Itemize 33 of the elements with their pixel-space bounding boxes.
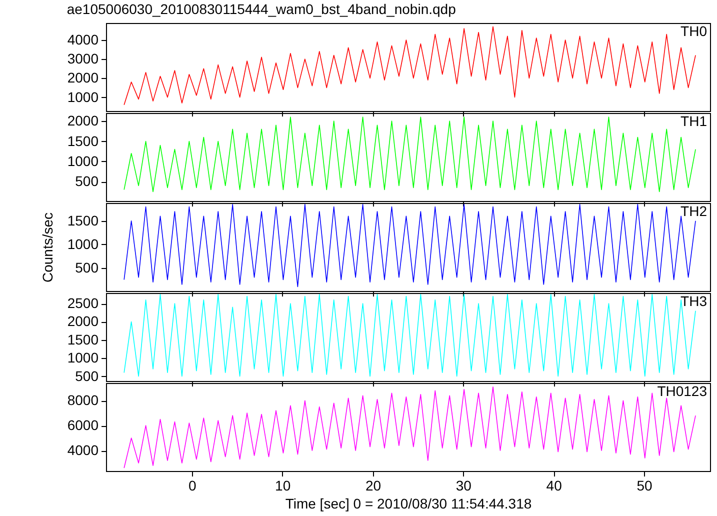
x-tick-label: 20 bbox=[365, 478, 382, 494]
y-tick-label: 1000 bbox=[67, 88, 99, 105]
y-tick-label: 1000 bbox=[67, 152, 99, 169]
y-tick-label: 4000 bbox=[67, 31, 99, 48]
y-tick-label: 500 bbox=[75, 259, 99, 276]
y-tick-label: 1000 bbox=[67, 236, 99, 252]
y-tick-label: 3000 bbox=[67, 50, 99, 67]
series-label: TH0 bbox=[680, 23, 708, 39]
y-tick-label: 2500 bbox=[67, 295, 99, 312]
series-label: TH0123 bbox=[657, 383, 708, 399]
y-tick-label: 4000 bbox=[67, 442, 99, 458]
series-label: TH2 bbox=[680, 203, 708, 219]
y-tick-label: 1500 bbox=[67, 132, 99, 149]
series-label: TH1 bbox=[680, 113, 708, 129]
x-tick-label: 30 bbox=[456, 478, 472, 494]
y-tick-label: 2000 bbox=[67, 112, 99, 129]
y-tick-label: 500 bbox=[75, 368, 99, 384]
y-tick-label: 1500 bbox=[67, 331, 99, 348]
chart-title: ae105006030_20100830115444_wam0_bst_4band_nobin.qdp bbox=[66, 1, 456, 17]
y-tick-label: 500 bbox=[75, 173, 99, 190]
y-tick-label: 2000 bbox=[67, 70, 99, 86]
series-label: TH3 bbox=[680, 293, 708, 309]
y-tick-label: 1500 bbox=[67, 212, 99, 228]
y-tick-label: 6000 bbox=[67, 417, 99, 434]
x-tick-label: 40 bbox=[546, 478, 562, 494]
x-tick-label: 0 bbox=[188, 478, 196, 494]
y-tick-label: 2000 bbox=[67, 313, 99, 330]
x-axis-title: Time [sec] 0 = 2010/08/30 11:54:44.318 bbox=[285, 496, 532, 512]
y-tick-label: 1000 bbox=[67, 350, 99, 366]
y-axis-title: Counts/sec bbox=[39, 212, 56, 283]
x-tick-label: 10 bbox=[275, 478, 291, 494]
y-tick-label: 8000 bbox=[67, 392, 99, 408]
x-tick-label: 50 bbox=[636, 478, 652, 494]
